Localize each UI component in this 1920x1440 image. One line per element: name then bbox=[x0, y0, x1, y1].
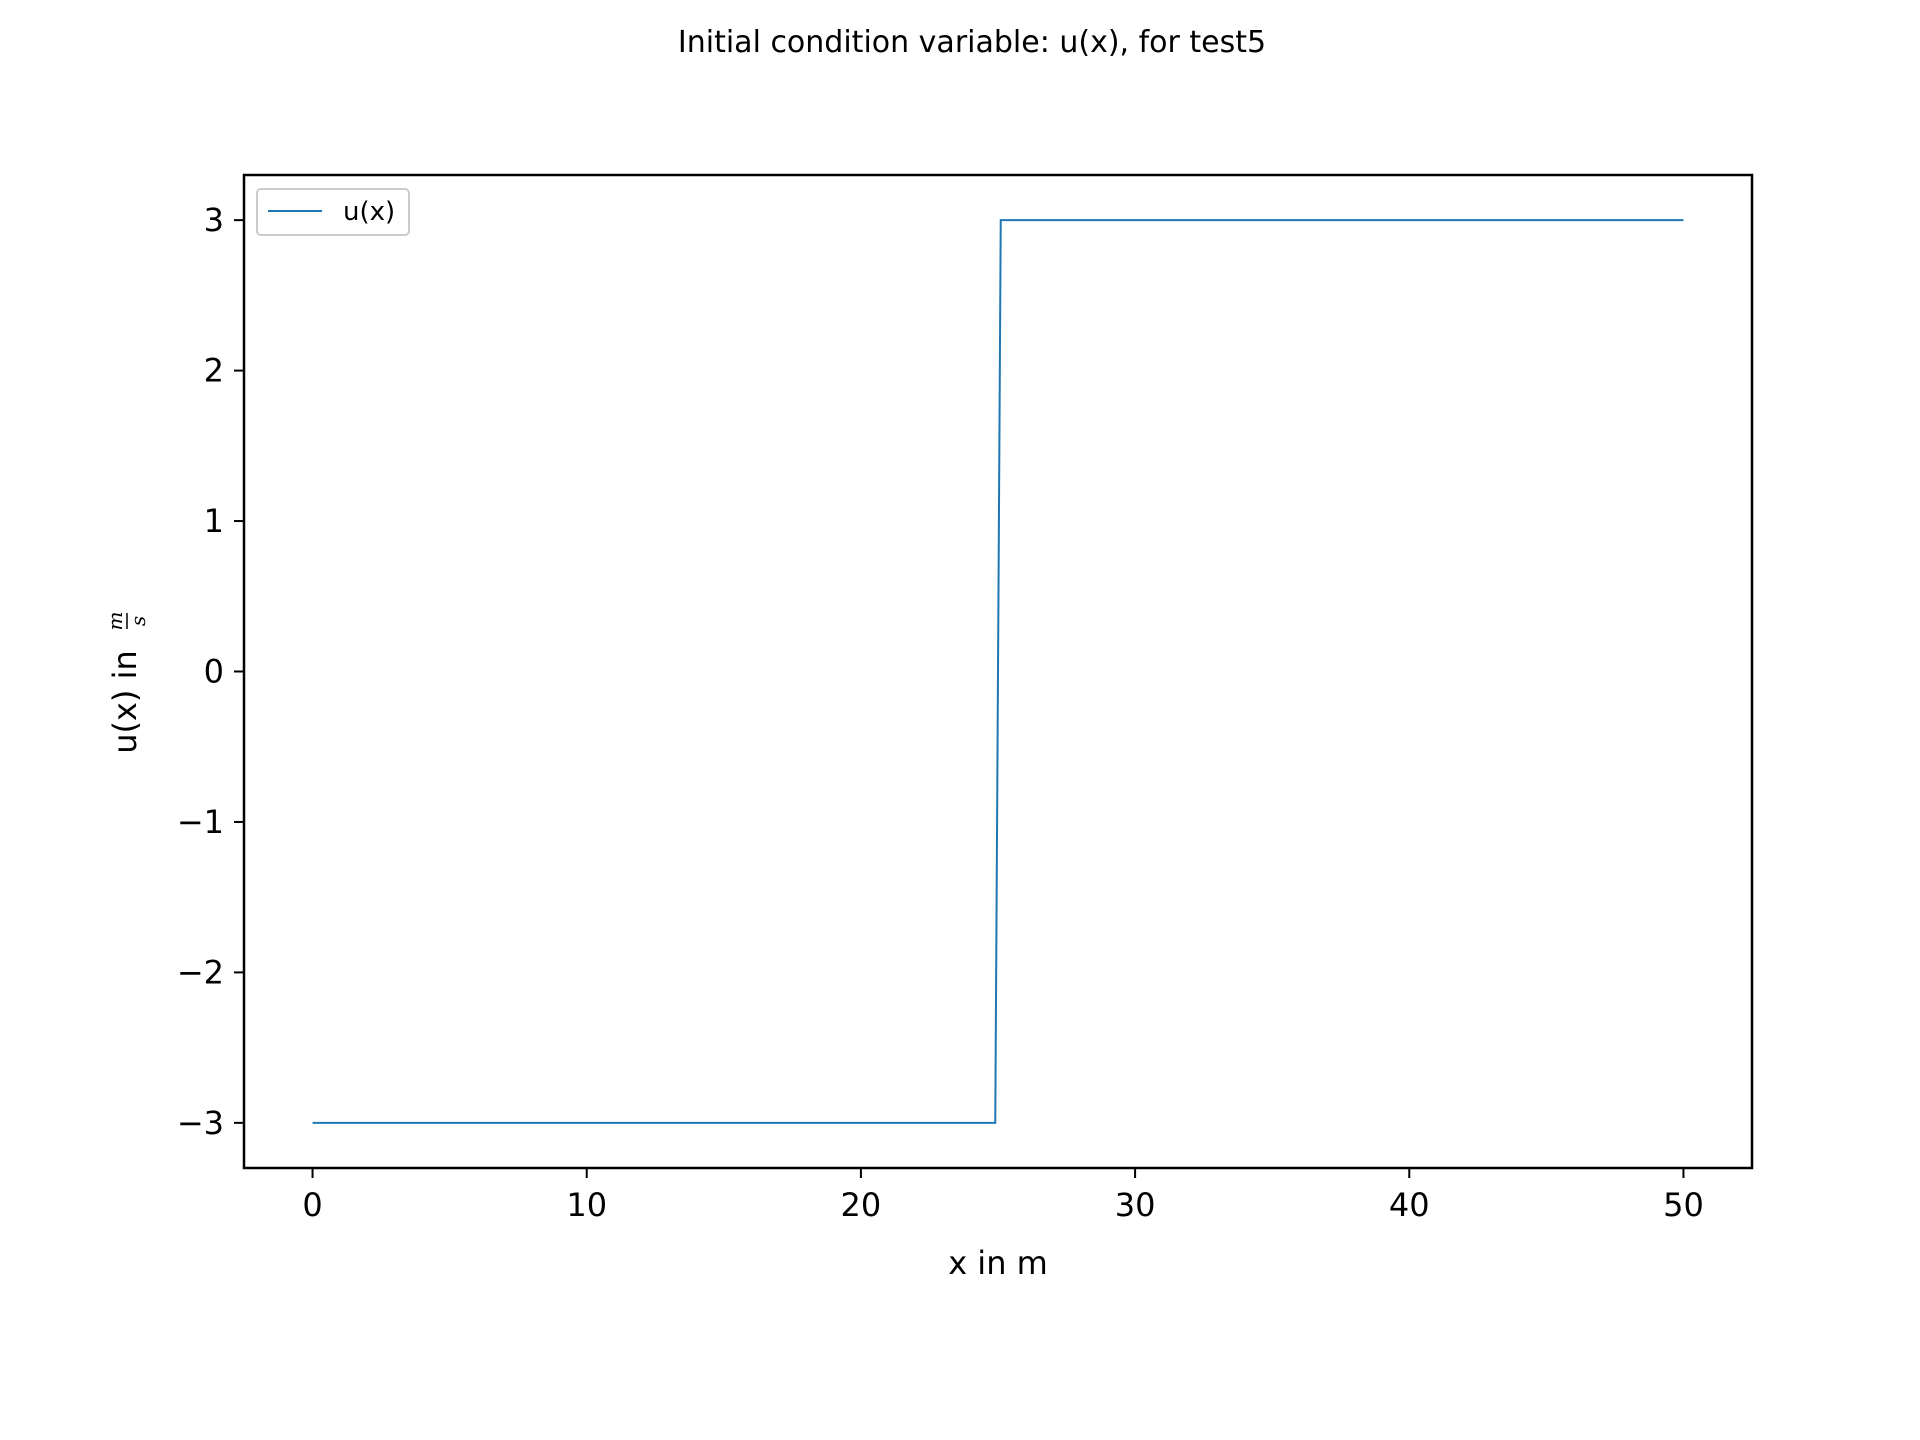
x-tick-label: 20 bbox=[841, 1186, 882, 1224]
x-tick-label: 0 bbox=[302, 1186, 322, 1224]
x-tick-label: 50 bbox=[1663, 1186, 1704, 1224]
y-tick-label: 2 bbox=[204, 352, 224, 390]
y-tick-label: 3 bbox=[204, 201, 224, 239]
x-axis-label: x in m bbox=[948, 1244, 1048, 1282]
x-axis: 0 10 20 30 40 50 bbox=[302, 1168, 1704, 1224]
y-axis-label: u(x) in bbox=[106, 650, 144, 754]
y-tick-label: −2 bbox=[177, 953, 224, 991]
x-tick-label: 30 bbox=[1115, 1186, 1156, 1224]
y-tick-label: 0 bbox=[204, 653, 224, 691]
y-tick-label: 1 bbox=[204, 502, 224, 540]
chart-title: Initial condition variable: u(x), for te… bbox=[678, 25, 1266, 60]
y-axis-label-group: u(x) in m s bbox=[103, 612, 150, 754]
legend-label: u(x) bbox=[343, 197, 395, 227]
y-axis-unit-denominator: s bbox=[126, 616, 150, 626]
y-axis: −3 −2 −1 0 1 2 3 bbox=[177, 201, 244, 1142]
legend: u(x) bbox=[256, 188, 410, 236]
series-layer bbox=[312, 219, 1684, 1124]
legend-box bbox=[256, 188, 410, 236]
series-line bbox=[312, 219, 1684, 1124]
y-tick-label: −1 bbox=[177, 803, 224, 841]
x-tick-label: 40 bbox=[1389, 1186, 1430, 1224]
y-axis-unit-numerator: m bbox=[103, 612, 127, 631]
x-tick-label: 10 bbox=[566, 1186, 607, 1224]
y-tick-label: −3 bbox=[177, 1104, 224, 1142]
